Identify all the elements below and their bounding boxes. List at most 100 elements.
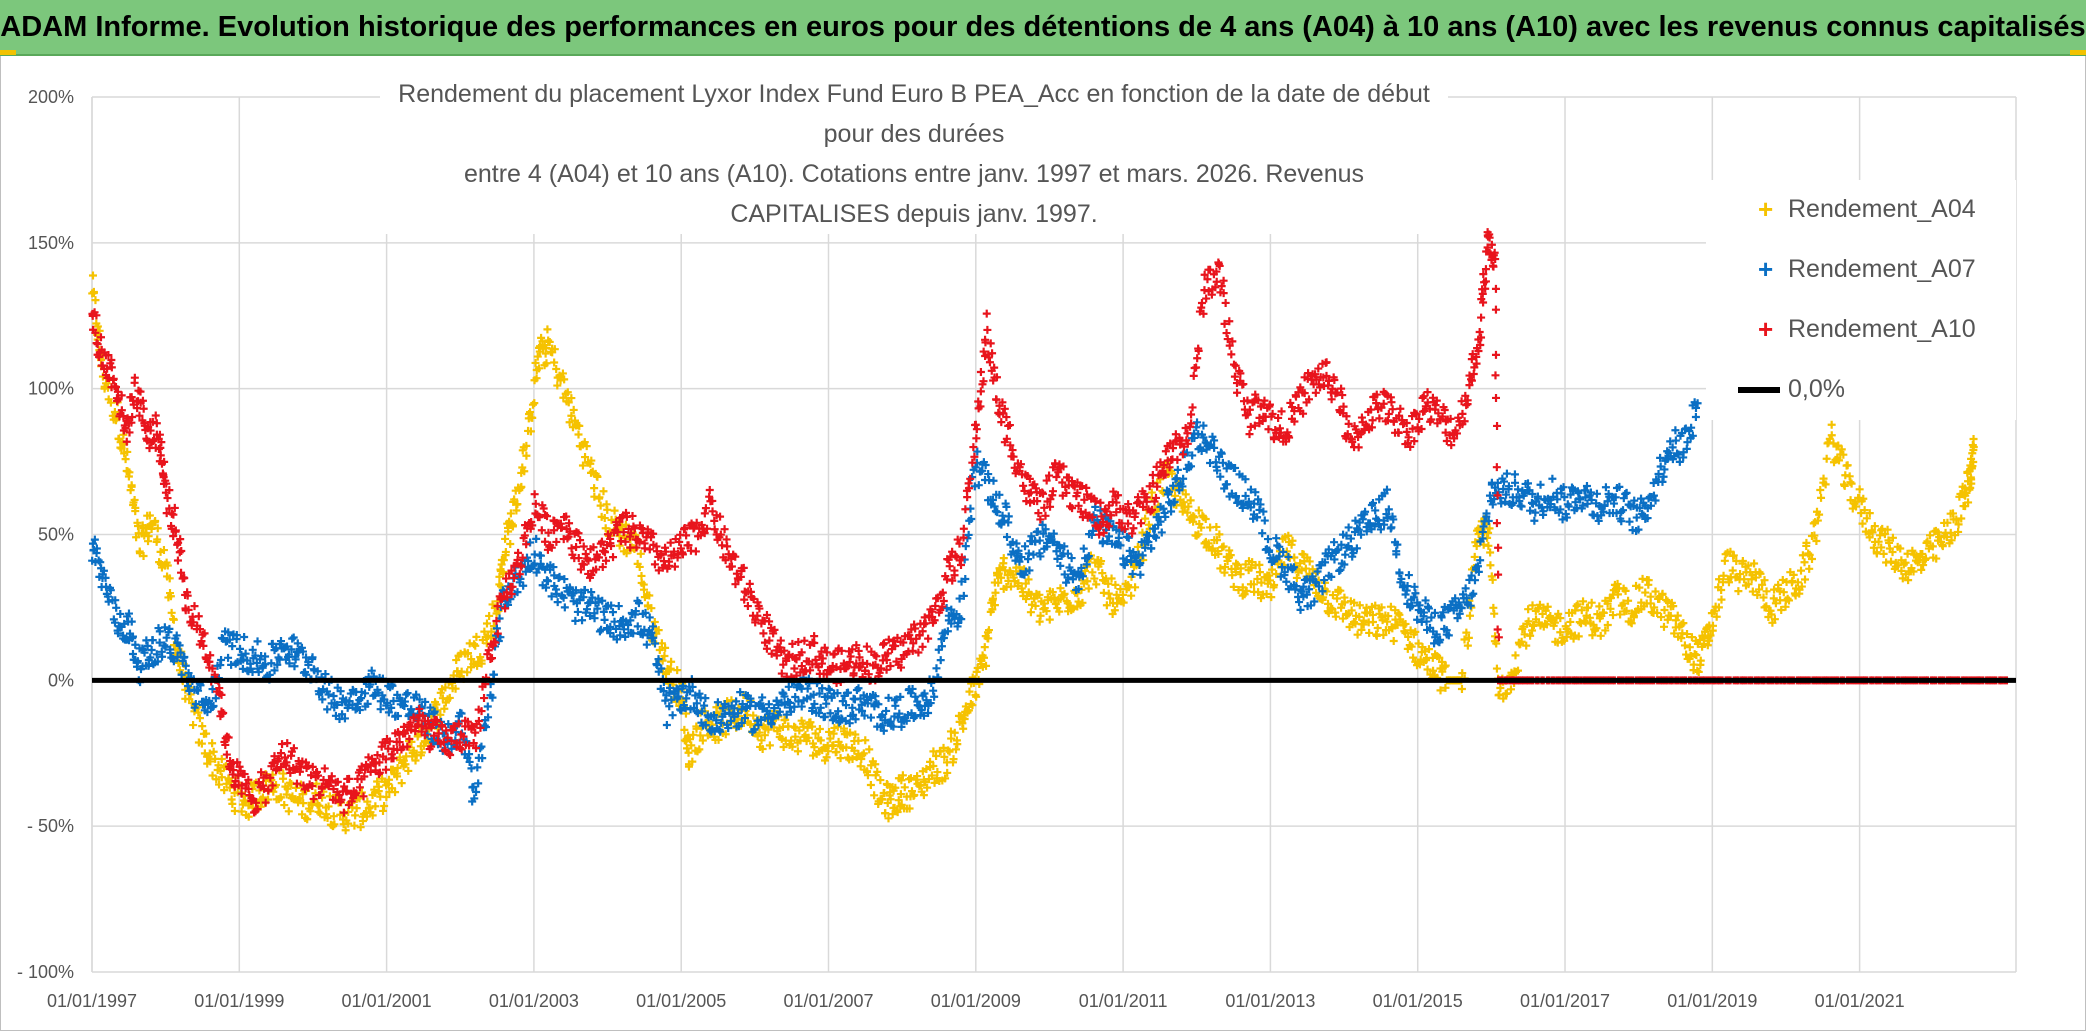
data-point-a04 xyxy=(1587,598,1596,607)
data-point-a04 xyxy=(1090,574,1099,583)
data-point-a04 xyxy=(145,511,154,520)
data-point-a04 xyxy=(1883,525,1892,534)
data-point-a04 xyxy=(757,736,766,745)
data-point-a04 xyxy=(522,451,531,460)
data-point-a04 xyxy=(832,748,841,757)
data-point-a04 xyxy=(894,796,903,805)
data-point-a04 xyxy=(593,472,602,481)
data-point-a04 xyxy=(910,790,919,799)
data-point-a04 xyxy=(1638,574,1647,583)
data-point-a10 xyxy=(1233,388,1242,397)
data-point-a04 xyxy=(123,447,132,456)
data-point-a04 xyxy=(362,812,371,821)
data-point-a07 xyxy=(1502,469,1511,478)
data-point-a10 xyxy=(173,556,182,565)
data-point-a07 xyxy=(329,692,338,701)
data-point-a04 xyxy=(1758,580,1767,589)
data-point-a04 xyxy=(1938,542,1947,551)
x-tick-label: 01/01/1997 xyxy=(47,991,137,1011)
data-point-a10 xyxy=(959,524,968,533)
data-point-a10 xyxy=(609,553,618,562)
data-point-a04 xyxy=(1441,661,1450,670)
banner-accent-right xyxy=(2070,50,2086,55)
data-point-a07 xyxy=(1024,549,1033,558)
data-point-a04 xyxy=(526,408,535,417)
data-point-a10 xyxy=(1491,284,1500,293)
data-point-a04 xyxy=(276,793,285,802)
x-tick-label: 01/01/2005 xyxy=(636,991,726,1011)
data-point-a04 xyxy=(982,661,991,670)
data-point-a07 xyxy=(240,633,249,641)
data-point-a04 xyxy=(344,819,353,828)
data-point-a04 xyxy=(610,506,619,515)
data-point-a04 xyxy=(645,591,654,600)
data-point-a04 xyxy=(1377,603,1386,612)
data-point-a04 xyxy=(1201,514,1210,523)
data-point-a04 xyxy=(1436,686,1445,695)
data-point-a07 xyxy=(1296,605,1305,614)
data-point-a04 xyxy=(1236,564,1245,573)
data-point-a04 xyxy=(393,772,402,781)
data-point-a04 xyxy=(1389,637,1398,646)
data-point-a07 xyxy=(1136,570,1145,579)
data-point-a04 xyxy=(1573,600,1582,609)
data-point-a04 xyxy=(815,725,824,734)
data-point-a04 xyxy=(163,561,172,570)
data-point-a04 xyxy=(482,619,491,628)
data-point-a04 xyxy=(950,728,959,737)
data-point-a07 xyxy=(816,703,825,712)
data-point-a07 xyxy=(128,632,137,641)
data-point-a10 xyxy=(1494,543,1503,552)
data-point-a04 xyxy=(528,413,537,422)
data-point-a04 xyxy=(411,756,420,765)
data-point-a04 xyxy=(1460,635,1469,644)
data-point-a04 xyxy=(1657,613,1666,622)
data-point-a04 xyxy=(896,790,905,799)
data-point-a04 xyxy=(1621,586,1630,595)
data-point-a04 xyxy=(637,571,646,580)
data-point-a04 xyxy=(1744,580,1753,589)
data-point-a04 xyxy=(1646,599,1655,608)
data-point-a10 xyxy=(163,494,172,503)
data-point-a04 xyxy=(590,484,599,493)
data-point-a04 xyxy=(1219,542,1228,551)
data-point-a04 xyxy=(567,411,576,420)
data-point-a04 xyxy=(312,779,321,788)
data-point-a04 xyxy=(824,747,833,756)
data-point-a04 xyxy=(1470,552,1479,561)
data-point-a04 xyxy=(1896,544,1905,553)
data-point-a04 xyxy=(959,724,968,733)
data-point-a04 xyxy=(553,381,562,390)
data-point-a10 xyxy=(985,358,994,367)
data-point-a04 xyxy=(866,780,875,789)
data-point-a04 xyxy=(1012,567,1021,576)
data-point-a04 xyxy=(358,817,367,826)
data-point-a07 xyxy=(160,623,169,632)
data-point-a04 xyxy=(1967,464,1976,473)
data-point-a04 xyxy=(1813,516,1822,525)
data-point-a04 xyxy=(1378,616,1387,625)
data-point-a04 xyxy=(1966,473,1975,482)
data-point-a04 xyxy=(940,752,949,761)
data-point-a04 xyxy=(1255,560,1264,569)
data-point-a04 xyxy=(825,727,834,736)
data-point-a04 xyxy=(749,711,758,720)
data-point-a10 xyxy=(961,505,970,514)
data-point-a07 xyxy=(208,685,217,694)
data-point-a07 xyxy=(1625,517,1634,526)
y-tick-label: 200% xyxy=(28,87,74,107)
data-point-a04 xyxy=(452,656,461,665)
data-point-a04 xyxy=(906,774,915,783)
data-point-a07 xyxy=(238,664,247,673)
data-point-a04 xyxy=(1762,587,1771,596)
data-point-a04 xyxy=(1771,599,1780,608)
data-point-a04 xyxy=(696,731,705,740)
data-point-a04 xyxy=(1406,626,1415,635)
data-point-a10 xyxy=(1493,421,1502,430)
data-point-a04 xyxy=(1666,611,1675,620)
data-point-a04 xyxy=(283,784,292,793)
data-point-a04 xyxy=(117,444,126,453)
data-point-a04 xyxy=(870,791,879,800)
data-point-a04 xyxy=(684,762,693,771)
data-point-a04 xyxy=(913,772,922,781)
